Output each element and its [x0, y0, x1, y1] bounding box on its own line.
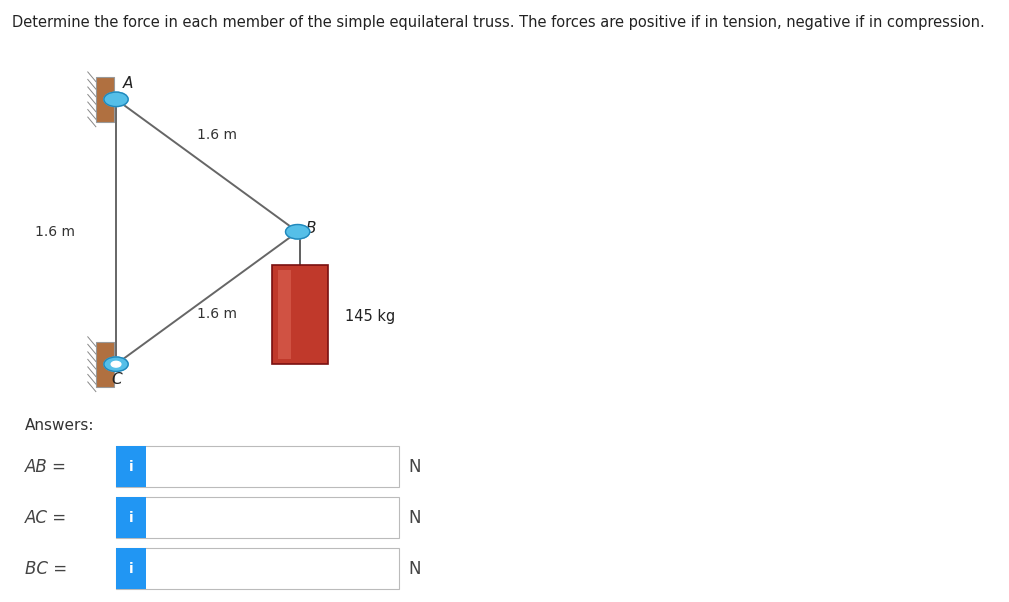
- Bar: [116, 446, 146, 487]
- Text: 145 kg: 145 kg: [345, 309, 396, 323]
- Text: B: B: [306, 222, 316, 236]
- Text: N: N: [409, 509, 421, 527]
- Text: C: C: [111, 372, 122, 386]
- Text: i: i: [129, 562, 133, 576]
- Bar: [116, 446, 399, 487]
- Text: Answers:: Answers:: [25, 418, 95, 433]
- Bar: [272, 265, 328, 364]
- Text: i: i: [129, 510, 133, 525]
- Bar: [116, 497, 146, 538]
- Text: A: A: [123, 76, 133, 90]
- Text: 1.6 m: 1.6 m: [197, 128, 237, 143]
- Bar: [116, 548, 146, 589]
- Text: N: N: [409, 560, 421, 578]
- Text: N: N: [409, 458, 421, 476]
- Circle shape: [104, 357, 128, 371]
- Bar: [96, 341, 114, 386]
- Text: AC =: AC =: [25, 509, 68, 527]
- Text: AB =: AB =: [25, 458, 68, 476]
- Bar: [116, 548, 399, 589]
- Text: 1.6 m: 1.6 m: [35, 225, 76, 239]
- Circle shape: [104, 92, 128, 107]
- Circle shape: [111, 361, 121, 367]
- Bar: [278, 270, 291, 359]
- Text: BC =: BC =: [25, 560, 68, 578]
- Text: 1.6 m: 1.6 m: [197, 307, 237, 321]
- Bar: [116, 497, 399, 538]
- Text: i: i: [129, 459, 133, 474]
- Bar: [96, 77, 114, 122]
- Text: Determine the force in each member of the simple equilateral truss. The forces a: Determine the force in each member of th…: [12, 15, 985, 30]
- Circle shape: [286, 225, 310, 239]
